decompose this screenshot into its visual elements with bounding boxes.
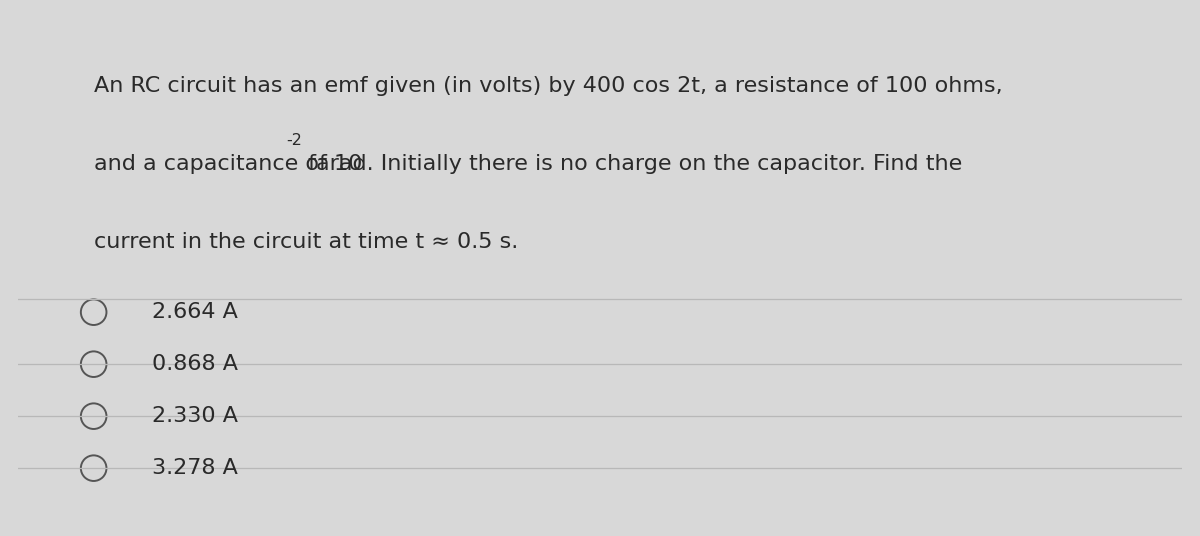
Text: farad. Initially there is no charge on the capacitor. Find the: farad. Initially there is no charge on t… xyxy=(301,154,962,174)
Text: 0.868 A: 0.868 A xyxy=(152,354,238,374)
Text: 2.330 A: 2.330 A xyxy=(152,406,238,426)
Text: -2: -2 xyxy=(287,133,302,148)
Text: current in the circuit at time t ≈ 0.5 s.: current in the circuit at time t ≈ 0.5 s… xyxy=(94,232,518,251)
Text: An RC circuit has an emf given (in volts) by 400 cos 2t, a resistance of 100 ohm: An RC circuit has an emf given (in volts… xyxy=(94,76,1002,95)
Text: and a capacitance of 10: and a capacitance of 10 xyxy=(94,154,362,174)
Text: 3.278 A: 3.278 A xyxy=(152,458,238,478)
Text: 2.664 A: 2.664 A xyxy=(152,302,238,322)
